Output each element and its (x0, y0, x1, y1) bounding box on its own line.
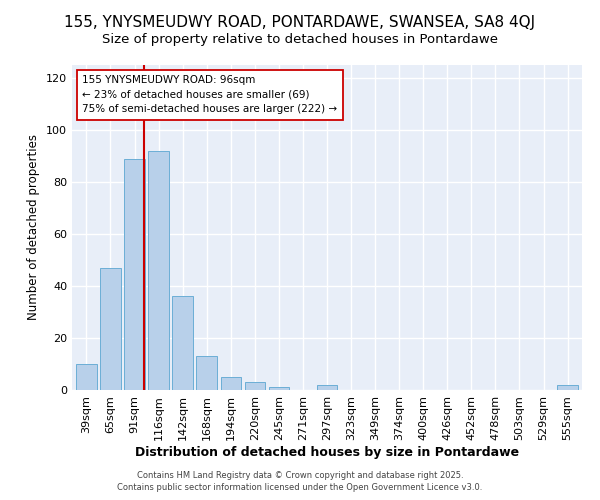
Bar (196, 356, 217, 390)
Bar (172, 296, 193, 390)
Text: Contains HM Land Registry data © Crown copyright and database right 2025.
Contai: Contains HM Land Registry data © Crown c… (118, 471, 482, 492)
Text: Size of property relative to detached houses in Pontardawe: Size of property relative to detached ho… (102, 32, 498, 46)
Bar (76, 364, 97, 390)
Bar (148, 151, 169, 390)
Y-axis label: Number of detached properties: Number of detached properties (28, 134, 40, 320)
Text: 155, YNYSMEUDWY ROAD, PONTARDAWE, SWANSEA, SA8 4QJ: 155, YNYSMEUDWY ROAD, PONTARDAWE, SWANSE… (64, 15, 536, 30)
Bar (269, 388, 289, 390)
X-axis label: Distribution of detached houses by size in Pontardawe: Distribution of detached houses by size … (135, 446, 519, 458)
Bar (124, 158, 145, 390)
Bar (557, 385, 578, 390)
Bar (317, 385, 337, 390)
Bar (221, 377, 241, 390)
Text: 155 YNYSMEUDWY ROAD: 96sqm
← 23% of detached houses are smaller (69)
75% of semi: 155 YNYSMEUDWY ROAD: 96sqm ← 23% of deta… (82, 74, 337, 114)
Bar (100, 268, 121, 390)
Bar (245, 382, 265, 390)
